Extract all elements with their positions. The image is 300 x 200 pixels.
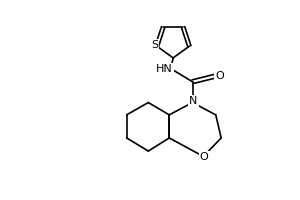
Text: O: O	[215, 71, 224, 81]
Text: S: S	[151, 40, 158, 50]
Text: N: N	[189, 96, 197, 106]
Text: O: O	[200, 152, 208, 162]
Text: HN: HN	[156, 64, 173, 74]
